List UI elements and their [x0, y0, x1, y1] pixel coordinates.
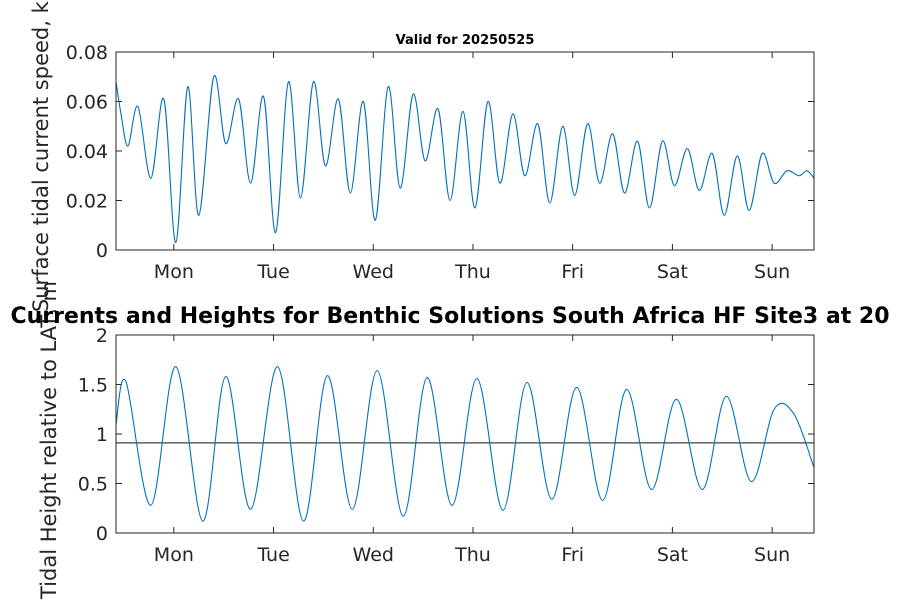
x-tick-label: Sat [657, 261, 688, 283]
y-tick-label: 0 [96, 240, 108, 262]
current-speed-ticks: 0 0.02 0.04 0.06 0.08 Mon Tue Wed Thu Fri Sat Sun [66, 42, 814, 283]
current-speed-line [115, 75, 815, 244]
current-speed-axes-box [115, 51, 815, 251]
tidal-height-title: Currents and Heights for Benthic Solutio… [10, 304, 889, 329]
current-speed-series [115, 75, 815, 244]
x-tick-label: Wed [353, 544, 394, 566]
x-tick-label: Fri [561, 261, 584, 283]
tidal-height-series [115, 366, 815, 522]
tidal-height-axes-box [115, 334, 815, 534]
y-tick-label: 0.06 [66, 92, 108, 114]
tidal-height-ticks: 0 0.5 1 1.5 2 Mon Tue Wed Thu Fri Sat Sun [78, 325, 814, 566]
y-tick-label: 2 [96, 325, 108, 347]
tidal-height-line [115, 366, 815, 522]
y-tick-label: 0.02 [66, 191, 108, 213]
y-tick-label: 0.5 [78, 474, 108, 496]
current-speed-title: Valid for 20250525 [396, 33, 535, 48]
x-tick-label: Fri [561, 544, 584, 566]
y-tick-label: 0.08 [66, 42, 108, 64]
current-speed-y-axis-label: Surface tidal current speed, kn [29, 0, 53, 312]
x-tick-label: Tue [256, 261, 289, 283]
x-tick-label: Mon [154, 261, 194, 283]
x-tick-label: Mon [154, 544, 194, 566]
y-tick-label: 1.5 [78, 375, 108, 397]
x-tick-label: Sun [754, 261, 790, 283]
tidal-height-panel: 0 0.5 1 1.5 2 Mon Tue Wed Thu Fri Sat Sun Tidal Hei… [10, 281, 889, 600]
x-tick-label: Sun [754, 544, 790, 566]
x-tick-label: Thu [454, 261, 491, 283]
x-tick-label: Tue [256, 544, 289, 566]
y-tick-label: 0.04 [66, 141, 108, 163]
x-tick-label: Wed [353, 261, 394, 283]
tidal-height-y-axis-label: Tidal Height relative to LAT, m [37, 281, 61, 600]
y-tick-label: 0 [96, 523, 108, 545]
x-tick-label: Sat [657, 544, 688, 566]
y-tick-label: 1 [96, 424, 108, 446]
x-tick-label: Thu [454, 544, 491, 566]
current-speed-panel: Valid for 20250525 Surface tidal current… [29, 0, 815, 312]
